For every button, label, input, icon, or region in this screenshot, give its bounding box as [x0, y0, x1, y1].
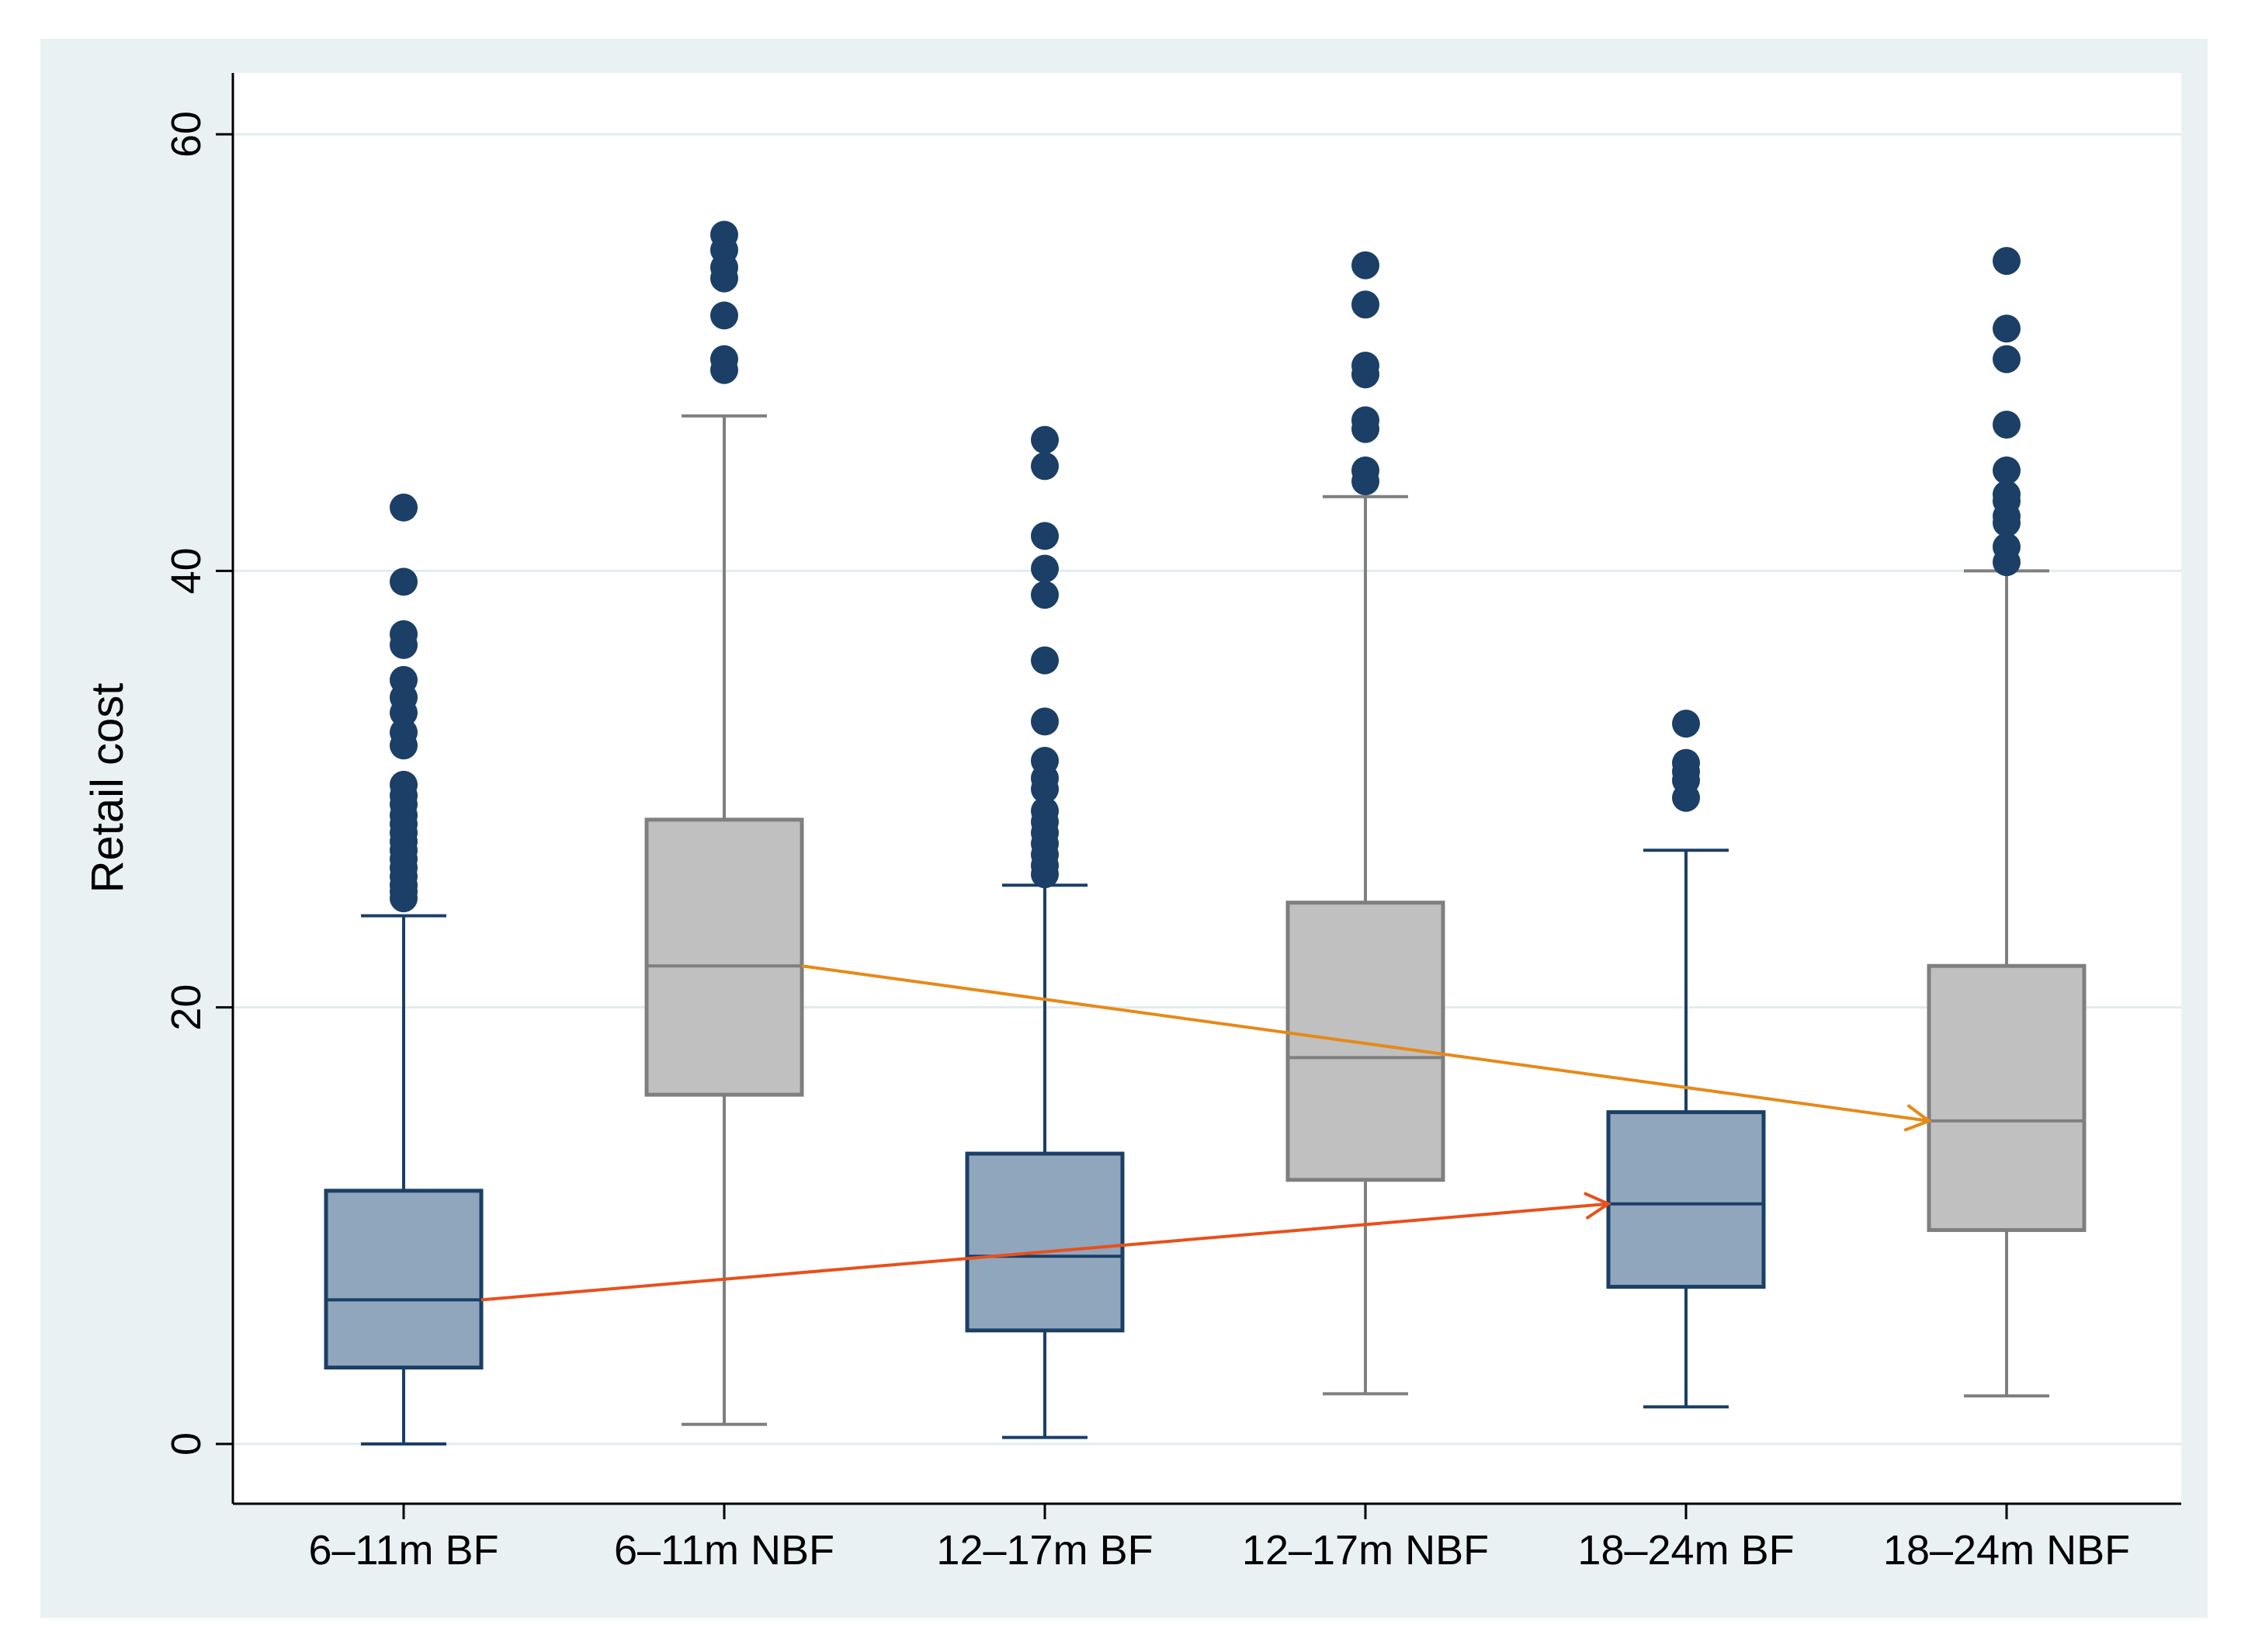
- x-tick-label: 6–11m NBF: [614, 1527, 834, 1574]
- y-tick-label: 0: [163, 1432, 210, 1456]
- outlier-point: [1993, 247, 2021, 276]
- outlier-point: [1993, 480, 2021, 508]
- outlier-point: [1993, 345, 2021, 373]
- outlier-point: [1351, 290, 1379, 319]
- x-tick-label: 12–17m BF: [936, 1527, 1153, 1574]
- box-group: [1606, 710, 1766, 1409]
- outlier-point: [1351, 456, 1379, 484]
- box: [644, 817, 804, 1097]
- y-tick-label: 60: [163, 111, 210, 158]
- plot-area: [233, 73, 2181, 1504]
- outlier-point: [390, 665, 418, 694]
- outlier-point: [390, 493, 418, 522]
- outlier-point: [1031, 522, 1059, 550]
- outlier-point: [390, 620, 418, 648]
- outlier-point: [1031, 554, 1059, 583]
- outlier-point: [710, 345, 738, 373]
- outlier-point: [1351, 251, 1379, 279]
- box-group: [644, 220, 804, 1426]
- outlier-point: [1031, 646, 1059, 675]
- x-tick-label: 18–24m NBF: [1883, 1527, 2130, 1574]
- outlier-point: [1672, 710, 1700, 738]
- box-group: [1927, 247, 2087, 1398]
- outlier-point: [710, 301, 738, 330]
- x-tick-label: 6–11m BF: [308, 1527, 498, 1574]
- outlier-point: [1672, 748, 1700, 777]
- box-group: [965, 425, 1125, 1439]
- trend-line: [480, 1202, 1609, 1302]
- y-tick-label: 40: [163, 547, 210, 594]
- outlier-point: [1993, 533, 2021, 561]
- outlier-point: [1031, 452, 1059, 481]
- x-ticks: 6–11m BF 6–11m NBF 12–17m BF 12–17m NBF 18–2…: [308, 1504, 2130, 1574]
- box-group: [1285, 251, 1445, 1396]
- outlier-point: [1031, 425, 1059, 454]
- outlier-point: [390, 567, 418, 596]
- trend-arrows: [480, 964, 1933, 1302]
- outlier-point: [1993, 410, 2021, 439]
- x-tick-label: 12–17m NBF: [1242, 1527, 1489, 1574]
- outlier-point: [1031, 746, 1059, 775]
- box: [324, 1189, 484, 1370]
- trend-arrow-bf: [480, 1192, 1612, 1302]
- arrow-head: [1903, 1104, 1933, 1132]
- outlier-point: [1351, 406, 1379, 435]
- trend-line: [801, 964, 1930, 1123]
- outlier-point: [1993, 456, 2021, 484]
- x-tick-label: 18–24m BF: [1577, 1527, 1794, 1574]
- box: [1927, 963, 2087, 1232]
- outlier-point: [1351, 352, 1379, 380]
- y-axis-title: Retail cost: [82, 683, 133, 894]
- box: [965, 1151, 1125, 1333]
- outlier-point: [1031, 581, 1059, 609]
- outlier-point: [710, 220, 738, 249]
- box: [1606, 1110, 1766, 1289]
- box: [1285, 901, 1445, 1182]
- y-ticks: 0 20 40 60: [163, 111, 233, 1456]
- grid-lines: [233, 133, 2181, 1446]
- outlier-point: [390, 718, 418, 747]
- outlier-point: [390, 770, 418, 799]
- y-tick-label: 20: [163, 984, 210, 1031]
- outlier-point: [1031, 707, 1059, 736]
- axes: [231, 73, 2181, 1505]
- outlier-point: [1993, 314, 2021, 343]
- box-group: [324, 493, 484, 1446]
- outlier-point: [1031, 796, 1059, 825]
- trend-arrow-nbf: [801, 964, 1933, 1132]
- arrow-head: [1584, 1192, 1612, 1220]
- box-series: [324, 220, 2087, 1446]
